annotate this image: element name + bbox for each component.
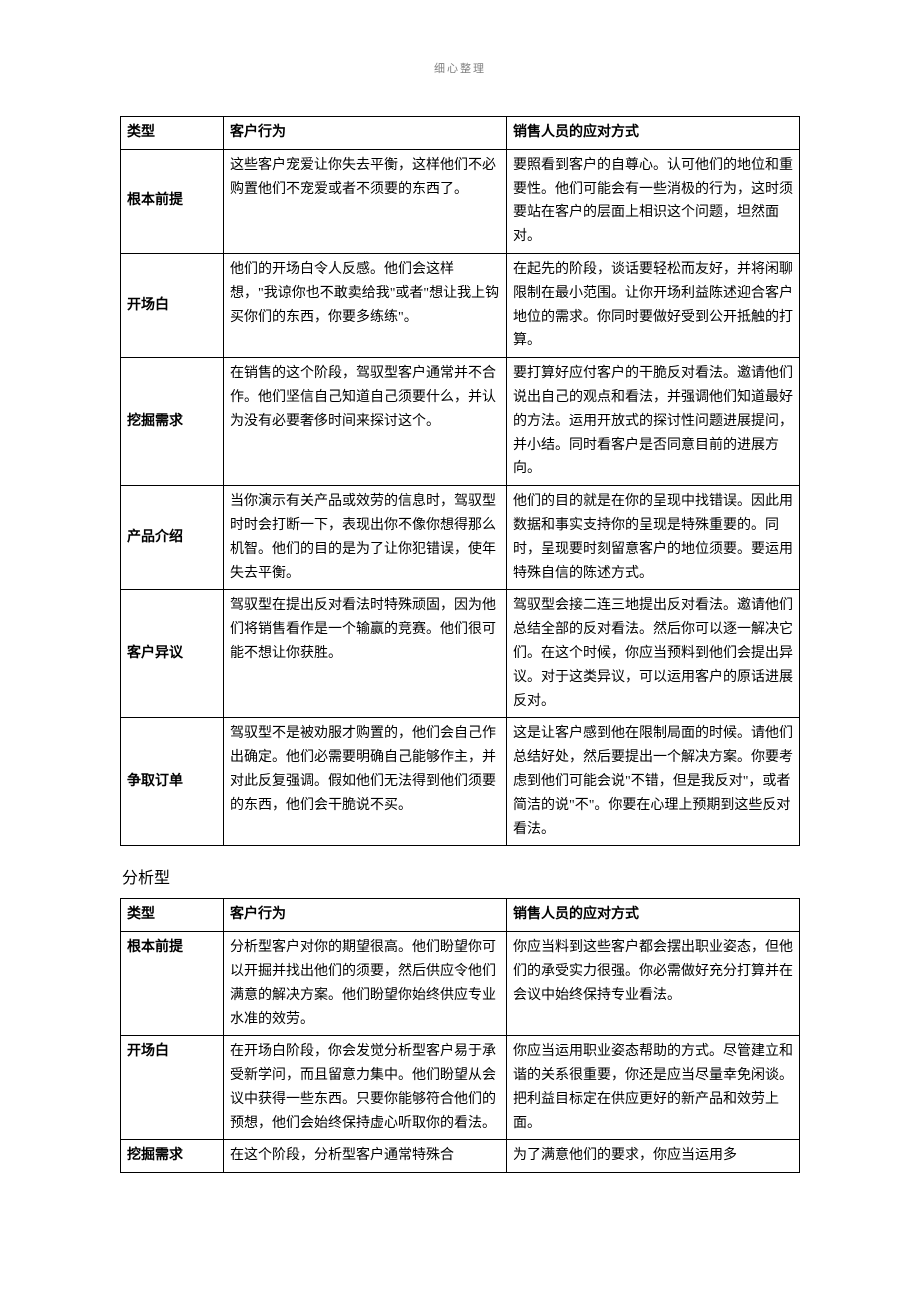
header-behavior: 客户行为 [224,899,507,932]
row-behavior: 在销售的这个阶段，驾驭型客户通常并不合作。他们坚信自己知道自己须要什么，并认为没… [224,358,507,486]
table-row: 争取订单 驾驭型不是被劝服才购置的，他们会自己作出确定。他们必需要明确自己能够作… [121,718,800,846]
header-response: 销售人员的应对方式 [507,117,800,150]
row-behavior: 驾驭型在提出反对看法时特殊顽固，因为他们将销售看作是一个输赢的竞赛。他们很可能不… [224,590,507,718]
row-type: 根本前提 [121,932,224,1036]
row-behavior: 他们的开场白令人反感。他们会这样想，"我谅你也不敢卖给我"或者"想让我上钩买你们… [224,253,507,357]
row-behavior: 在开场白阶段，你会发觉分析型客户易于承受新学问，而且留意力集中。他们盼望从会议中… [224,1036,507,1140]
header-response: 销售人员的应对方式 [507,899,800,932]
row-type: 挖掘需求 [121,1140,224,1173]
document-page: 细心整理 类型 客户行为 销售人员的应对方式 根本前提 这些客户宠爱让你失去平衡… [0,0,920,1251]
header-type: 类型 [121,899,224,932]
section-title-analytical: 分析型 [122,864,800,888]
row-response: 他们的目的就是在你的呈现中找错误。因此用数据和事实支持你的呈现是特殊重要的。同时… [507,486,800,590]
row-response: 你应当料到这些客户都会摆出职业姿态，但他们的承受实力很强。你必需做好充分打算并在… [507,932,800,1036]
row-type: 产品介绍 [121,486,224,590]
table-row: 开场白 他们的开场白令人反感。他们会这样想，"我谅你也不敢卖给我"或者"想让我上… [121,253,800,357]
row-behavior: 分析型客户对你的期望很高。他们盼望你可以开掘并找出他们的须要，然后供应令他们满意… [224,932,507,1036]
row-response: 要照看到客户的自尊心。认可他们的地位和重要性。他们可能会有一些消极的行为，这时须… [507,149,800,253]
table-row: 开场白 在开场白阶段，你会发觉分析型客户易于承受新学问，而且留意力集中。他们盼望… [121,1036,800,1140]
row-response: 驾驭型会接二连三地提出反对看法。邀请他们总结全部的反对看法。然后你可以逐一解决它… [507,590,800,718]
header-behavior: 客户行为 [224,117,507,150]
row-response: 要打算好应付客户的干脆反对看法。邀请他们说出自己的观点和看法，并强调他们知道最好… [507,358,800,486]
row-type: 开场白 [121,1036,224,1140]
table-row: 根本前提 分析型客户对你的期望很高。他们盼望你可以开掘并找出他们的须要，然后供应… [121,932,800,1036]
row-type: 争取订单 [121,718,224,846]
page-header: 细心整理 [120,60,800,76]
table-row: 挖掘需求 在销售的这个阶段，驾驭型客户通常并不合作。他们坚信自己知道自己须要什么… [121,358,800,486]
table-row: 客户异议 驾驭型在提出反对看法时特殊顽固，因为他们将销售看作是一个输赢的竞赛。他… [121,590,800,718]
table-row: 挖掘需求 在这个阶段，分析型客户通常特殊合 为了满意他们的要求，你应当运用多 [121,1140,800,1173]
row-response: 你应当运用职业姿态帮助的方式。尽管建立和谐的关系很重要，你还是应当尽量幸免闲谈。… [507,1036,800,1140]
table-analytical-type: 类型 客户行为 销售人员的应对方式 根本前提 分析型客户对你的期望很高。他们盼望… [120,898,800,1173]
row-response: 为了满意他们的要求，你应当运用多 [507,1140,800,1173]
row-type: 根本前提 [121,149,224,253]
row-type: 客户异议 [121,590,224,718]
header-type: 类型 [121,117,224,150]
row-response: 这是让客户感到他在限制局面的时候。请他们总结好处，然后要提出一个解决方案。你要考… [507,718,800,846]
table-row: 根本前提 这些客户宠爱让你失去平衡，这样他们不必购置他们不宠爱或者不须要的东西了… [121,149,800,253]
row-type: 挖掘需求 [121,358,224,486]
row-behavior: 当你演示有关产品或效劳的信息时，驾驭型时时会打断一下，表现出你不像你想得那么机智… [224,486,507,590]
row-response: 在起先的阶段，谈话要轻松而友好，并将闲聊限制在最小范围。让你开场利益陈述迎合客户… [507,253,800,357]
row-behavior: 驾驭型不是被劝服才购置的，他们会自己作出确定。他们必需要明确自己能够作主，并对此… [224,718,507,846]
row-type: 开场白 [121,253,224,357]
table-driving-type: 类型 客户行为 销售人员的应对方式 根本前提 这些客户宠爱让你失去平衡，这样他们… [120,116,800,846]
table-row: 产品介绍 当你演示有关产品或效劳的信息时，驾驭型时时会打断一下，表现出你不像你想… [121,486,800,590]
row-behavior: 在这个阶段，分析型客户通常特殊合 [224,1140,507,1173]
table-header-row: 类型 客户行为 销售人员的应对方式 [121,117,800,150]
table-header-row: 类型 客户行为 销售人员的应对方式 [121,899,800,932]
row-behavior: 这些客户宠爱让你失去平衡，这样他们不必购置他们不宠爱或者不须要的东西了。 [224,149,507,253]
